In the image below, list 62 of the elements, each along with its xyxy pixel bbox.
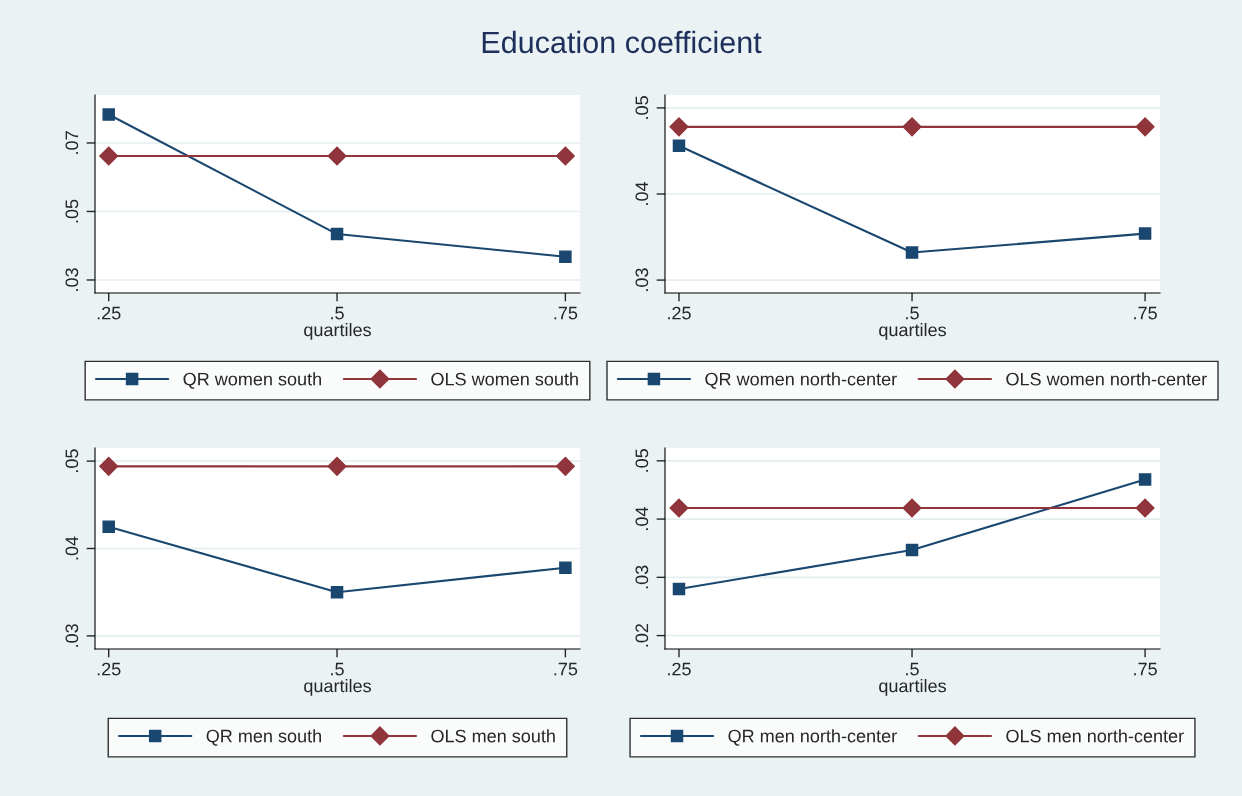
y-tick-label: .04: [635, 181, 649, 205]
x-tick-label: .25: [97, 662, 121, 676]
point: [1138, 227, 1152, 240]
y-tick-label: .05: [635, 449, 649, 472]
x-tick-label: .25: [668, 662, 691, 676]
point: [99, 456, 119, 476]
point: [102, 108, 115, 121]
x-tick-label: .25: [97, 306, 121, 320]
point: [559, 561, 572, 574]
point: [905, 543, 919, 557]
y-tick-label: .04: [635, 507, 649, 530]
x-tick-label: .75: [554, 306, 578, 320]
point: [330, 585, 344, 599]
point: [327, 146, 347, 166]
point: [555, 456, 575, 476]
y-tick-label: .02: [635, 623, 649, 647]
y-tick-label: .03: [65, 268, 79, 291]
legend-label: OLS women north-center: [1006, 372, 1207, 386]
y-tick-label: .03: [635, 268, 649, 291]
x-tick-label: .75: [554, 662, 578, 676]
x-tick-label: .5: [906, 662, 919, 676]
point: [902, 117, 922, 137]
point: [905, 246, 919, 259]
y-tick-label: .05: [65, 449, 79, 473]
y-tick-label: .03: [635, 565, 649, 589]
point: [1135, 117, 1155, 137]
point: [672, 582, 686, 596]
x-axis-title: quartiles: [304, 679, 371, 696]
y-tick-label: .03: [65, 624, 79, 647]
point: [327, 456, 347, 476]
legend-label: OLS men south: [431, 729, 555, 743]
y-tick-label: .05: [635, 96, 649, 119]
x-tick-label: .5: [906, 306, 919, 320]
point: [1135, 498, 1155, 518]
point: [669, 498, 689, 518]
legend-label: QR women north-center: [705, 372, 897, 389]
y-tick-label: .05: [65, 199, 79, 223]
y-tick-label: .04: [65, 536, 79, 560]
x-tick-label: .75: [1134, 306, 1157, 320]
legend-label: QR men south: [206, 729, 321, 746]
point: [672, 139, 686, 153]
x-tick-label: .75: [1134, 662, 1157, 676]
x-axis-title: quartiles: [879, 679, 946, 696]
point: [559, 250, 572, 263]
point: [555, 146, 575, 166]
x-axis-title: quartiles: [304, 323, 371, 340]
point: [99, 146, 119, 166]
legend-label: QR women south: [183, 372, 321, 389]
x-axis-title: quartiles: [879, 323, 946, 340]
point: [902, 498, 922, 518]
x-tick-label: .5: [331, 662, 344, 676]
point: [102, 520, 115, 533]
legend-label: OLS women south: [431, 372, 578, 386]
point: [669, 117, 689, 137]
point: [330, 227, 344, 241]
x-tick-label: .25: [668, 306, 691, 320]
legend-label: QR men north-center: [728, 729, 897, 746]
chart-title: Education coefficient: [482, 30, 762, 54]
legend-label: OLS men north-center: [1006, 729, 1184, 743]
y-tick-label: .07: [65, 131, 79, 154]
point: [1138, 473, 1152, 486]
x-tick-label: .5: [331, 306, 344, 320]
